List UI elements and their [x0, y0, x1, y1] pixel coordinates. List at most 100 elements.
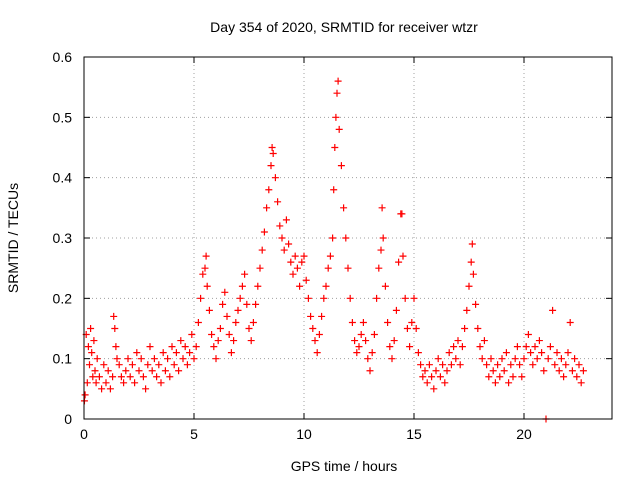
data-point: [234, 306, 242, 314]
data-point: [373, 294, 381, 302]
data-point: [93, 355, 101, 363]
data-point: [115, 361, 123, 369]
data-point: [335, 125, 343, 133]
data-point: [441, 379, 449, 387]
axis-ticks: 0 5 10 15 20 0 0.1 0.2 0.3 0.4 0.5 0.6: [53, 49, 612, 442]
x-tick-label: 20: [516, 426, 532, 442]
data-point: [311, 337, 319, 345]
data-point: [538, 349, 546, 357]
y-axis-label: SRMTID / TECUs: [5, 183, 21, 293]
data-point: [331, 144, 339, 151]
data-point: [238, 282, 246, 290]
data-point: [126, 373, 134, 381]
data-point: [419, 373, 427, 381]
data-point: [384, 318, 392, 326]
data-point: [476, 343, 484, 351]
data-point: [298, 258, 306, 266]
x-tick-label: 0: [80, 426, 88, 442]
data-point: [425, 361, 433, 369]
data-point: [468, 240, 476, 248]
x-tick-label: 5: [190, 426, 198, 442]
data-point: [87, 325, 95, 332]
data-point: [208, 331, 216, 339]
data-point: [227, 349, 235, 357]
data-point: [351, 337, 359, 345]
data-point: [81, 391, 89, 399]
data-point: [568, 367, 576, 375]
data-point: [478, 355, 486, 363]
data-point: [271, 174, 279, 182]
data-point: [386, 343, 394, 351]
data-point: [357, 331, 365, 339]
x-tick-label: 15: [406, 426, 422, 442]
data-point: [291, 252, 299, 260]
data-point: [324, 264, 332, 272]
data-point: [390, 337, 398, 345]
data-point: [194, 318, 202, 326]
data-point: [236, 294, 244, 302]
data-point: [322, 282, 330, 290]
data-point: [496, 373, 504, 381]
data-point: [412, 325, 420, 332]
x-axis-label: GPS time / hours: [291, 458, 398, 474]
data-point: [333, 89, 341, 97]
data-point: [98, 385, 106, 393]
data-point: [289, 270, 297, 278]
data-point: [439, 361, 447, 369]
data-point: [142, 385, 150, 393]
data-point: [89, 373, 97, 381]
data-point: [265, 186, 273, 194]
data-point: [573, 373, 581, 381]
data-point: [307, 312, 315, 320]
data-point: [381, 282, 389, 290]
data-point: [245, 325, 253, 332]
data-point: [104, 367, 112, 375]
data-point: [95, 373, 103, 381]
data-point: [225, 331, 233, 339]
data-point: [157, 379, 165, 387]
data-point: [557, 355, 565, 363]
data-point: [122, 367, 130, 375]
y-tick-label: 0.1: [53, 351, 73, 367]
data-point: [399, 252, 407, 260]
data-point: [146, 343, 154, 351]
data-point: [216, 325, 224, 332]
data-point: [133, 349, 141, 357]
data-point: [241, 270, 249, 278]
data-point: [214, 337, 222, 345]
data-point: [445, 349, 453, 357]
data-point: [377, 246, 385, 254]
data-point: [436, 373, 444, 381]
data-point: [91, 367, 99, 375]
data-point: [113, 355, 121, 363]
data-point: [326, 252, 334, 260]
data-point: [161, 367, 169, 375]
data-point: [148, 367, 156, 375]
data-point: [139, 373, 147, 381]
data-point: [461, 325, 469, 332]
data-point: [507, 361, 515, 369]
data-point: [137, 355, 145, 363]
data-point: [364, 355, 372, 363]
data-point: [577, 379, 585, 387]
data-point: [201, 264, 209, 272]
data-point: [378, 204, 386, 212]
data-point: [144, 361, 152, 369]
data-point: [155, 361, 163, 369]
data-points: [80, 77, 587, 423]
data-point: [368, 349, 376, 357]
data-point: [223, 312, 231, 320]
data-point: [549, 306, 557, 314]
data-point: [135, 367, 143, 375]
data-point: [258, 246, 266, 254]
data-point: [86, 361, 93, 369]
data-point: [348, 318, 356, 326]
data-point: [329, 234, 337, 242]
data-point: [414, 349, 422, 357]
chart-title: Day 354 of 2020, SRMTID for receiver wtz…: [210, 19, 478, 35]
data-point: [131, 379, 139, 387]
data-point: [210, 343, 218, 351]
data-point: [388, 355, 396, 363]
data-point: [205, 306, 213, 314]
data-point: [181, 343, 189, 351]
